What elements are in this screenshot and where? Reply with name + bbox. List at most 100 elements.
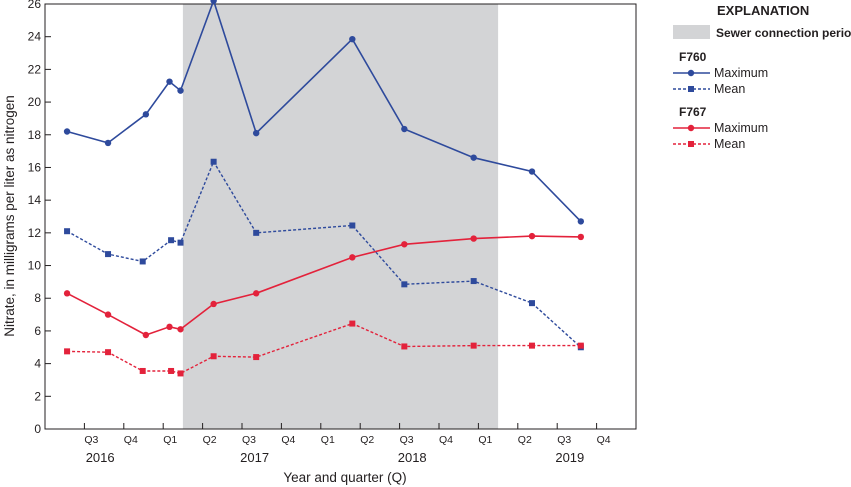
legend-f760-mean-label: Mean: [714, 82, 745, 96]
series-f767-mean-point-7: [349, 320, 356, 327]
series-f767-mean-line: [67, 322, 581, 375]
legend-f767-max-marker: [687, 124, 695, 132]
legend-shaded-label: Sewer connection period: [716, 26, 851, 40]
series-f760-maximum-point-9: [470, 154, 477, 161]
series-f760-maximum-point-3: [166, 78, 173, 85]
y-tick-label-4: 4: [34, 357, 41, 371]
series-f767-maximum-point-11: [577, 233, 585, 241]
legend-f760-mean-marker: [688, 86, 694, 92]
year-label-2017: 2017: [240, 450, 269, 465]
legend-group-f760: F760: [679, 50, 707, 64]
x-axis-title: Year and quarter (Q): [283, 470, 406, 485]
y-axis-title: Nitrate, in milligrams per liter as nitr…: [2, 95, 17, 337]
series-f760-maximum-line: [66, 0, 582, 222]
x-tick-label-8: Q3: [400, 434, 414, 446]
series-f767-mean-point-5: [210, 353, 217, 360]
series-f767-mean-point-2: [139, 367, 146, 374]
y-tick-label-24: 24: [28, 30, 42, 44]
year-label-2016: 2016: [86, 450, 115, 465]
series-f767-mean-point-6: [253, 354, 260, 361]
series-f767-maximum-point-5: [210, 300, 217, 308]
series-f767-maximum-point-10: [528, 232, 536, 240]
y-tick-label-26: 26: [28, 0, 42, 11]
y-tick-label-10: 10: [28, 259, 42, 273]
x-tick-label-10: Q1: [478, 434, 492, 446]
series-f767-maximum-point-7: [349, 254, 356, 261]
y-tick-label-0: 0: [34, 422, 41, 436]
series-f767-maximum-point-6: [252, 290, 260, 297]
series-f767-maximum-point-2: [142, 331, 150, 339]
x-tick-label-6: Q1: [321, 434, 335, 446]
year-label-2019: 2019: [555, 450, 584, 465]
series-f767-maximum-point-0: [63, 290, 71, 297]
x-tick-label-0: Q3: [84, 434, 98, 446]
series-f767-maximum-point-3: [166, 323, 173, 331]
series-f760-mean-line: [66, 160, 582, 348]
x-tick-label-7: Q2: [360, 434, 374, 446]
legend-f767-mean-label: Mean: [714, 137, 745, 151]
series-f760-mean-point-9: [470, 278, 477, 285]
series-f760-maximum-point-2: [142, 111, 150, 118]
x-tick-label-12: Q3: [557, 434, 571, 446]
x-tick-label-3: Q2: [203, 434, 217, 446]
y-tick-label-12: 12: [28, 226, 42, 240]
series-f760-mean-point-10: [528, 300, 535, 307]
series-f760-maximum-point-10: [528, 168, 536, 175]
series-f760-mean-point-4: [177, 239, 184, 246]
x-tick-label-13: Q4: [597, 434, 611, 446]
series-f767-mean-point-11: [577, 342, 584, 349]
x-tick-label-2: Q1: [163, 434, 177, 446]
series-f767-maximum-point-8: [401, 241, 408, 248]
series-f767-maximum-point-1: [104, 311, 112, 318]
y-tick-label-8: 8: [34, 291, 41, 305]
y-tick-label-18: 18: [28, 128, 42, 142]
series-f767-mean-point-3: [168, 367, 175, 374]
x-tick-label-1: Q4: [124, 434, 138, 446]
series-f760-mean-point-6: [253, 229, 260, 236]
series-f760-maximum-point-0: [63, 128, 71, 135]
plot-frame: [44, 3, 637, 430]
legend-group-f767: F767: [679, 105, 707, 119]
series-f760-maximum-point-1: [104, 139, 112, 147]
series-f767-mean-point-10: [528, 342, 535, 349]
series-f760-maximum-point-6: [252, 129, 260, 137]
series-f767-maximum-line: [66, 235, 581, 336]
series-f760-maximum-point-11: [577, 218, 585, 225]
x-tick-label-5: Q4: [281, 434, 295, 446]
legend-shaded-swatch: [673, 25, 710, 39]
series-f760-maximum-point-7: [349, 35, 356, 43]
series-f767-maximum-point-9: [470, 235, 477, 242]
legend-f767-max-label: Maximum: [714, 121, 768, 135]
legend-title: EXPLANATION: [717, 3, 809, 18]
series-f760-maximum-point-5: [210, 0, 217, 4]
series-f760-mean-point-1: [105, 251, 112, 258]
series-f767-maximum-point-4: [177, 326, 184, 333]
x-tick-label-11: Q2: [518, 434, 532, 446]
series-f760-mean-point-3: [168, 237, 175, 244]
series-f767-mean-point-8: [401, 343, 408, 350]
y-tick-label-6: 6: [34, 324, 41, 338]
y-tick-label-2: 2: [34, 389, 41, 403]
series-f760-maximum-point-8: [401, 125, 408, 133]
legend: EXPLANATION Sewer connection period F760…: [673, 3, 851, 151]
y-tick-label-22: 22: [28, 62, 42, 76]
series-f760-mean-point-2: [139, 258, 146, 265]
x-tick-label-4: Q3: [242, 434, 256, 446]
legend-f767-mean-marker: [688, 141, 694, 147]
series-f767-mean-point-4: [177, 370, 184, 377]
series-f767-mean-point-9: [470, 342, 477, 349]
y-tick-label-14: 14: [28, 193, 42, 207]
series-f760-maximum-point-4: [177, 87, 184, 94]
series-f760-mean-point-7: [349, 222, 356, 229]
sewer-connection-period-band: [182, 4, 499, 429]
series-f760-mean-point-0: [64, 228, 71, 235]
year-label-2018: 2018: [398, 450, 427, 465]
series-f760-mean-point-8: [401, 281, 408, 288]
legend-f760-max-label: Maximum: [714, 66, 768, 80]
series-f760-mean-point-5: [210, 158, 217, 165]
y-tick-label-20: 20: [28, 95, 42, 109]
series-f767-mean-point-0: [64, 348, 71, 355]
y-tick-label-16: 16: [28, 160, 42, 174]
